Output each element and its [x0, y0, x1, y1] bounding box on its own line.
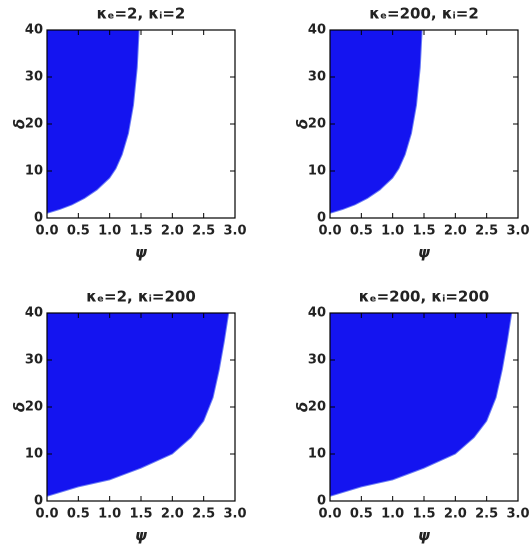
- x-tick-label: 1.5: [412, 224, 435, 239]
- x-tick-label: 2.0: [161, 224, 184, 239]
- x-tick-label: 1.5: [129, 224, 152, 239]
- x-tick-label: 2.0: [161, 507, 184, 522]
- x-tick-label: 1.5: [412, 507, 435, 522]
- x-tick-label: 0.0: [35, 224, 58, 239]
- y-tick-label: 40: [308, 23, 326, 38]
- y-tick-label: 20: [25, 117, 43, 132]
- x-tick-label: 0.0: [318, 224, 341, 239]
- x-tick-label: 3.0: [223, 224, 246, 239]
- y-tick-label: 0: [34, 211, 43, 226]
- chart-title: κₑ=2, κᵢ=2: [97, 5, 186, 23]
- chart-title: κₑ=2, κᵢ=200: [86, 288, 196, 306]
- feasible-region: [46, 29, 140, 214]
- chart-title: κₑ=200, κᵢ=200: [359, 288, 489, 306]
- feasible-region: [46, 312, 230, 497]
- feasible-region: [329, 29, 423, 214]
- x-axis-label: ψ: [135, 244, 147, 262]
- x-axis-label: ψ: [418, 527, 430, 545]
- y-tick-label: 10: [308, 447, 326, 462]
- y-tick-label: 20: [25, 400, 43, 415]
- y-tick-label: 10: [308, 164, 326, 179]
- chart-title: κₑ=200, κᵢ=2: [369, 5, 479, 23]
- y-tick-label: 20: [308, 117, 326, 132]
- y-tick-label: 10: [25, 164, 43, 179]
- x-tick-label: 1.0: [381, 507, 404, 522]
- x-tick-label: 1.0: [98, 224, 121, 239]
- y-tick-label: 40: [25, 23, 43, 38]
- x-tick-label: 0.0: [318, 507, 341, 522]
- x-tick-label: 0.5: [67, 224, 90, 239]
- y-tick-label: 30: [25, 70, 43, 85]
- x-tick-label: 2.5: [475, 507, 498, 522]
- y-tick-label: 0: [34, 494, 43, 509]
- y-tick-label: 20: [308, 400, 326, 415]
- x-tick-label: 0.5: [67, 507, 90, 522]
- y-tick-label: 0: [317, 211, 326, 226]
- x-tick-label: 0.5: [350, 224, 373, 239]
- x-tick-label: 3.0: [223, 507, 246, 522]
- y-axis-label: δ: [294, 119, 312, 129]
- y-tick-label: 10: [25, 447, 43, 462]
- x-tick-label: 0.0: [35, 507, 58, 522]
- y-tick-label: 30: [308, 353, 326, 368]
- y-tick-label: 0: [317, 494, 326, 509]
- y-tick-label: 40: [25, 306, 43, 321]
- y-axis-label: δ: [11, 119, 29, 129]
- y-tick-label: 40: [308, 306, 326, 321]
- x-tick-label: 1.0: [381, 224, 404, 239]
- x-tick-label: 2.0: [444, 224, 467, 239]
- y-tick-label: 30: [308, 70, 326, 85]
- feasible-region: [329, 312, 513, 497]
- x-tick-label: 2.0: [444, 507, 467, 522]
- y-axis-label: δ: [11, 402, 29, 412]
- x-axis-label: ψ: [418, 244, 430, 262]
- x-tick-label: 0.5: [350, 507, 373, 522]
- x-tick-label: 3.0: [506, 507, 529, 522]
- x-tick-label: 2.5: [192, 224, 215, 239]
- y-axis-label: δ: [294, 402, 312, 412]
- x-tick-label: 1.5: [129, 507, 152, 522]
- y-tick-label: 30: [25, 353, 43, 368]
- x-tick-label: 1.0: [98, 507, 121, 522]
- x-tick-label: 2.5: [192, 507, 215, 522]
- x-tick-label: 2.5: [475, 224, 498, 239]
- x-axis-label: ψ: [135, 527, 147, 545]
- x-tick-label: 3.0: [506, 224, 529, 239]
